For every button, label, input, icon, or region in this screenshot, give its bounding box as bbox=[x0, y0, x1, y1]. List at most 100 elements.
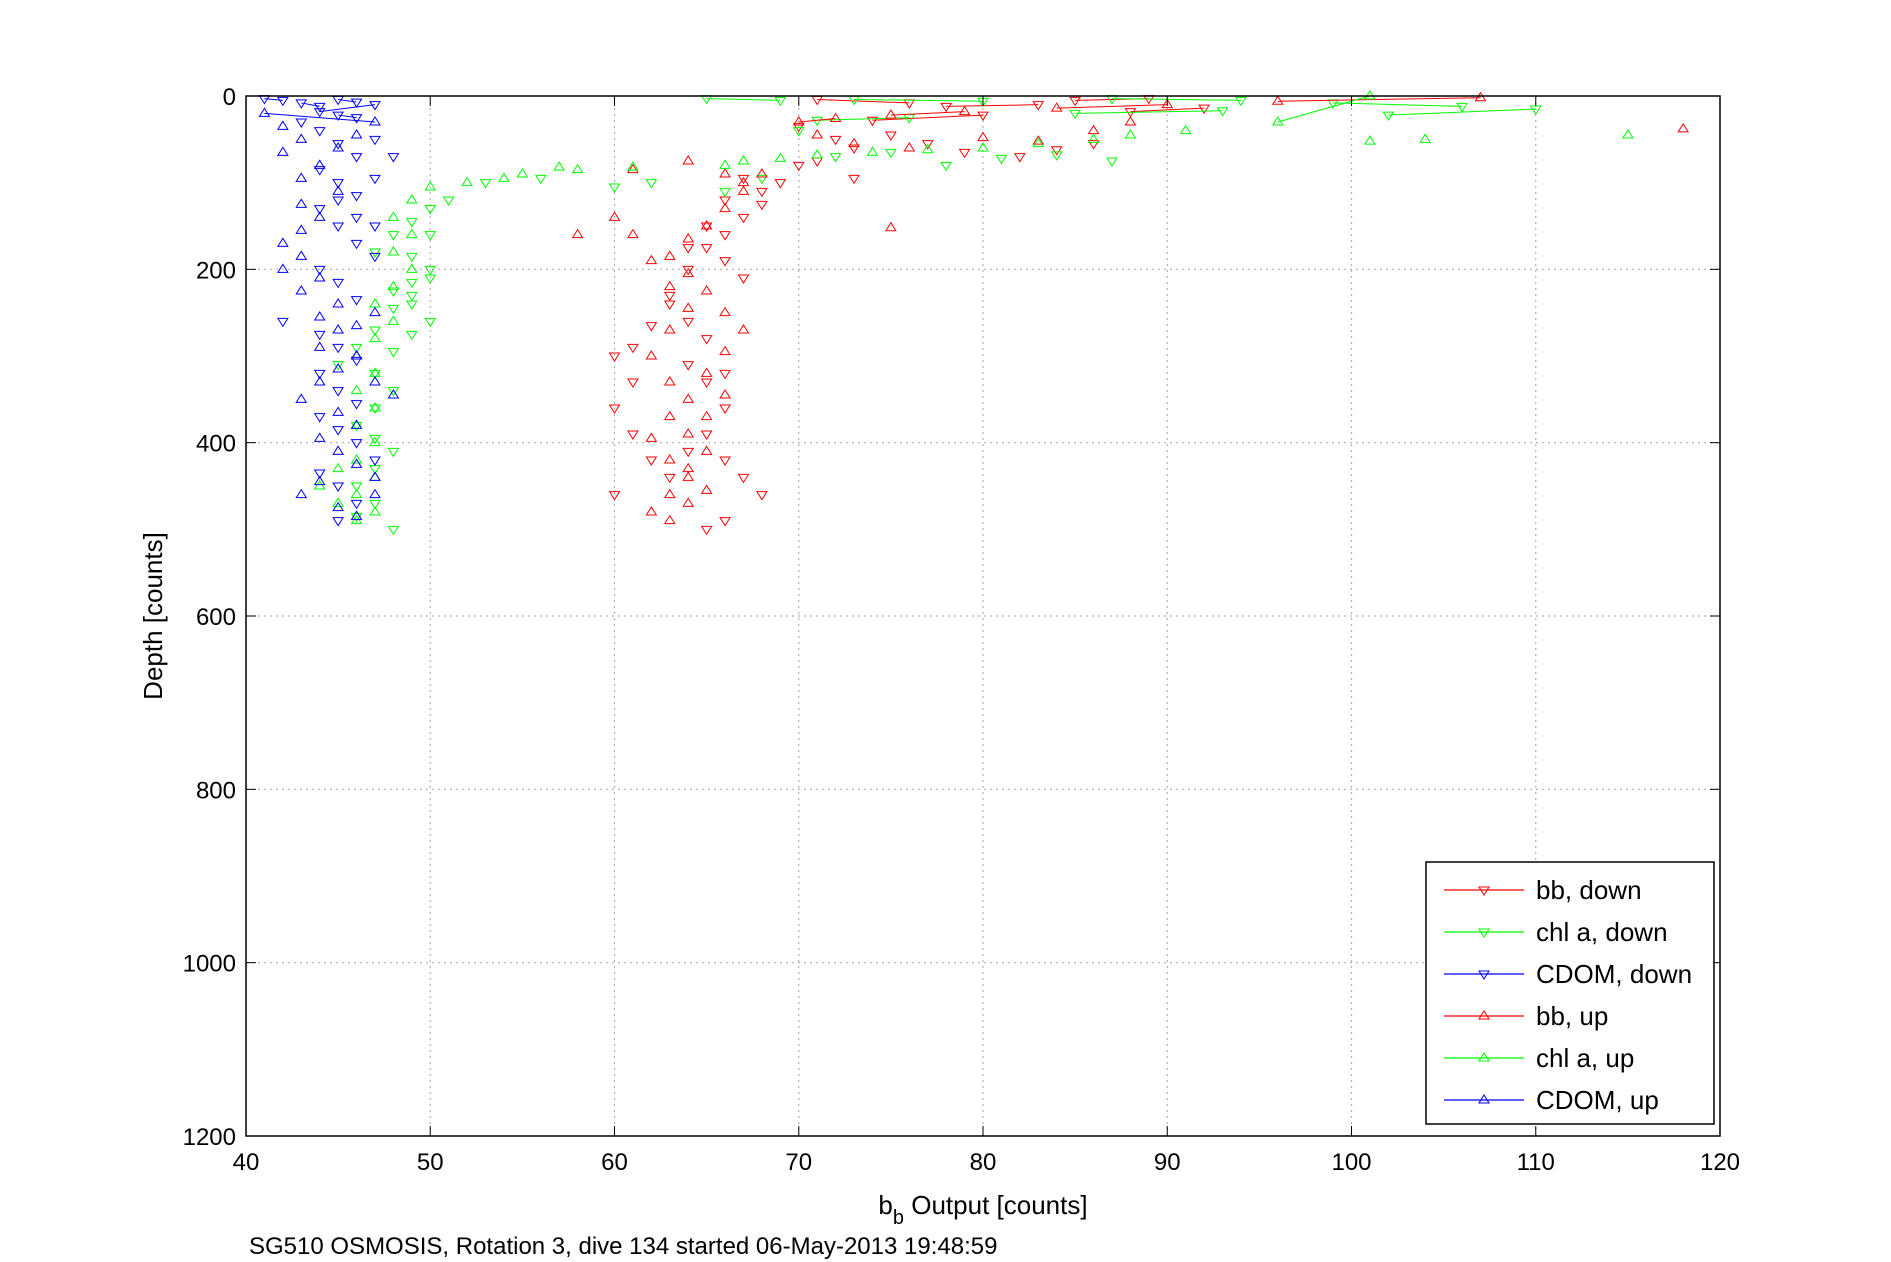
data-point bbox=[1106, 157, 1118, 167]
data-point bbox=[645, 456, 658, 466]
data-point bbox=[682, 155, 695, 165]
data-point bbox=[295, 118, 308, 128]
data-point bbox=[295, 224, 308, 234]
data-point bbox=[405, 263, 418, 273]
data-point bbox=[369, 434, 381, 445]
data-point bbox=[332, 387, 345, 397]
data-point bbox=[276, 96, 289, 107]
data-point bbox=[958, 148, 971, 159]
data-point bbox=[350, 419, 363, 429]
data-point bbox=[332, 497, 345, 507]
data-point bbox=[387, 287, 400, 297]
series-line bbox=[1130, 107, 1205, 113]
x-axis-label-rest: Output [counts] bbox=[904, 1190, 1088, 1220]
ticks: 40 50 60 70 80 90 100 110 1200200400600800100012… bbox=[183, 84, 1740, 1176]
data-point bbox=[719, 404, 731, 414]
data-point bbox=[369, 488, 381, 499]
data-point bbox=[1216, 107, 1229, 117]
legend-box bbox=[1425, 861, 1715, 1125]
data-point bbox=[369, 252, 381, 263]
data-point bbox=[1087, 133, 1100, 143]
data-point bbox=[719, 517, 731, 527]
data-point bbox=[1382, 111, 1395, 122]
data-point bbox=[369, 402, 381, 412]
data-point bbox=[350, 421, 363, 432]
data-point bbox=[995, 154, 1008, 165]
data-point bbox=[682, 267, 695, 278]
data-point bbox=[719, 345, 731, 356]
data-point bbox=[313, 369, 326, 380]
data-point bbox=[332, 222, 345, 232]
data-point bbox=[295, 250, 308, 260]
data-point bbox=[792, 116, 805, 126]
x-tick-label: 70 bbox=[785, 1149, 812, 1176]
data-point bbox=[719, 187, 731, 198]
data-point bbox=[1032, 101, 1045, 111]
legend-entry-label: chl a, up bbox=[1536, 1043, 1634, 1073]
data-point bbox=[350, 356, 363, 367]
data-point bbox=[332, 363, 345, 373]
data-point bbox=[884, 148, 897, 159]
data-point bbox=[332, 298, 345, 308]
data-point bbox=[737, 155, 750, 165]
data-point bbox=[350, 319, 363, 330]
data-point bbox=[369, 306, 381, 317]
data-point bbox=[332, 140, 345, 150]
data-point bbox=[405, 252, 418, 263]
data-point bbox=[295, 285, 308, 295]
data-point bbox=[369, 174, 381, 185]
data-point bbox=[1032, 135, 1045, 145]
data-point bbox=[295, 393, 308, 403]
data-point bbox=[387, 246, 400, 256]
x-tick-label: 120 bbox=[1700, 1149, 1740, 1176]
data-point bbox=[663, 280, 676, 291]
y-tick-label: 400 bbox=[196, 431, 236, 458]
data-point bbox=[811, 116, 824, 127]
data-point bbox=[276, 120, 289, 130]
y-tick-label: 1000 bbox=[183, 951, 236, 978]
data-point bbox=[295, 198, 308, 208]
series-line bbox=[817, 98, 910, 104]
data-point bbox=[829, 135, 842, 146]
data-point bbox=[719, 369, 731, 380]
data-point bbox=[442, 196, 455, 206]
data-point bbox=[571, 163, 584, 174]
data-point bbox=[424, 274, 437, 284]
series-line bbox=[854, 98, 984, 102]
data-point bbox=[313, 341, 326, 351]
data-point bbox=[1050, 146, 1063, 156]
data-point bbox=[332, 324, 345, 334]
data-point bbox=[313, 469, 326, 479]
data-point bbox=[645, 506, 658, 516]
data-point bbox=[848, 137, 860, 148]
data-point bbox=[424, 181, 437, 191]
data-point bbox=[1364, 90, 1376, 100]
x-axis-label-subscript: b bbox=[893, 1207, 904, 1229]
data-point bbox=[958, 105, 971, 116]
data-point bbox=[940, 161, 953, 172]
data-point bbox=[479, 179, 492, 189]
series-2 bbox=[258, 95, 400, 527]
series-line bbox=[319, 104, 376, 113]
data-point bbox=[1235, 96, 1247, 107]
data-point bbox=[663, 250, 676, 260]
data-point bbox=[350, 400, 363, 410]
data-point bbox=[405, 278, 418, 289]
x-tick-label: 90 bbox=[1154, 1149, 1181, 1176]
data-point bbox=[608, 183, 621, 193]
data-point bbox=[313, 475, 326, 486]
series-line bbox=[1333, 102, 1463, 107]
data-point bbox=[663, 473, 676, 484]
data-point bbox=[737, 174, 750, 185]
legend-swatch-marker bbox=[1478, 886, 1490, 896]
data-point bbox=[792, 161, 805, 172]
data-point bbox=[534, 174, 547, 185]
data-point bbox=[737, 176, 750, 187]
data-point bbox=[332, 179, 345, 189]
data-point bbox=[332, 278, 345, 289]
data-point bbox=[405, 194, 418, 204]
data-point bbox=[1087, 140, 1100, 150]
legend-entry-label: CDOM, down bbox=[1536, 959, 1692, 989]
legend-entry-label: chl a, down bbox=[1536, 917, 1668, 947]
data-point bbox=[350, 454, 363, 464]
